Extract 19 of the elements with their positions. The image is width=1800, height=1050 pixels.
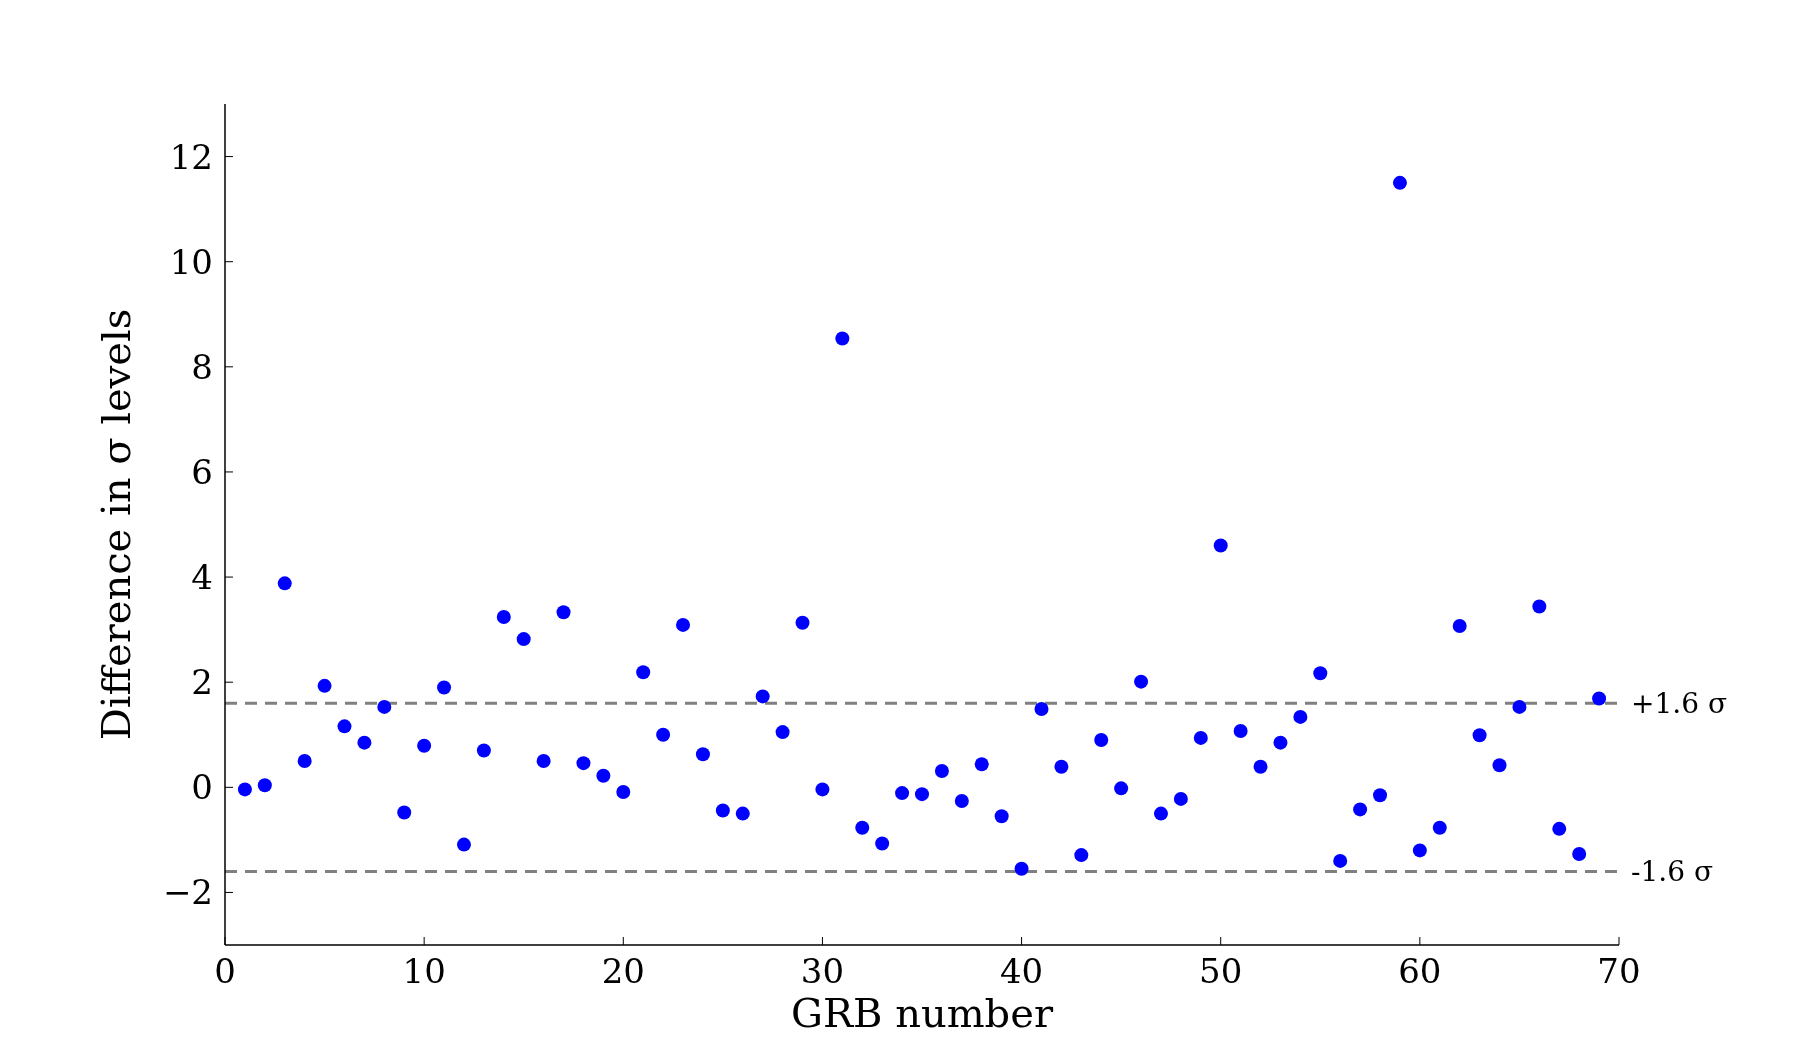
x-tick-label: 10 xyxy=(402,951,446,991)
y-tick-label: 12 xyxy=(169,136,213,177)
y-tick-label: 0 xyxy=(191,767,213,808)
y-tick-label: 10 xyxy=(169,241,213,282)
y-tick-label: 8 xyxy=(191,346,213,387)
y-tick-label: 2 xyxy=(191,662,213,703)
x-tick-label: 40 xyxy=(999,951,1044,991)
x-tick-label: 70 xyxy=(1597,951,1641,991)
y-tick-label: −2 xyxy=(162,872,213,913)
y-tick-label: 4 xyxy=(191,557,213,598)
x-tick-label: 60 xyxy=(1398,951,1442,991)
x-tick-label: 50 xyxy=(1199,951,1243,991)
ref-line-label: -1.6 σ xyxy=(1631,855,1714,889)
ref-line-label: +1.6 σ xyxy=(1631,687,1728,721)
x-axis-title: GRB number xyxy=(790,990,1054,1036)
x-tick-label: 20 xyxy=(601,951,645,991)
y-axis-title: Difference in σ levels xyxy=(93,308,139,741)
x-tick-label: 30 xyxy=(800,951,845,991)
y-tick-label: 6 xyxy=(191,451,213,492)
